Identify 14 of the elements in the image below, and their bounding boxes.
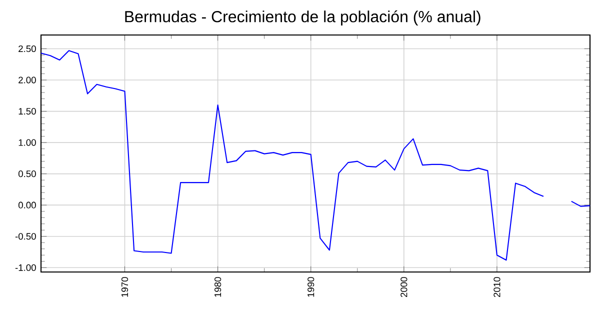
y-tick-label: -0.50	[15, 233, 36, 240]
x-tick-label: 1980	[214, 277, 222, 297]
y-tick-label: 1.00	[18, 139, 36, 146]
y-tick-label: 0.00	[18, 202, 36, 208]
x-tick-label: 2010	[494, 277, 500, 298]
y-tick-label: 2.50	[18, 45, 36, 52]
chart-title: Bermudas - Crecimiento de la población (% anual)	[125, 10, 480, 26]
x-tick-label: 1970	[121, 277, 128, 297]
y-tick-label: -1.00	[15, 264, 36, 271]
y-tick-label: 0.50	[18, 170, 36, 178]
x-tick-label: 1990	[308, 277, 314, 297]
x-tick-label: 2000	[400, 277, 408, 298]
y-tick-label: 2.00	[18, 76, 36, 84]
y-tick-label: 1.50	[18, 108, 36, 115]
